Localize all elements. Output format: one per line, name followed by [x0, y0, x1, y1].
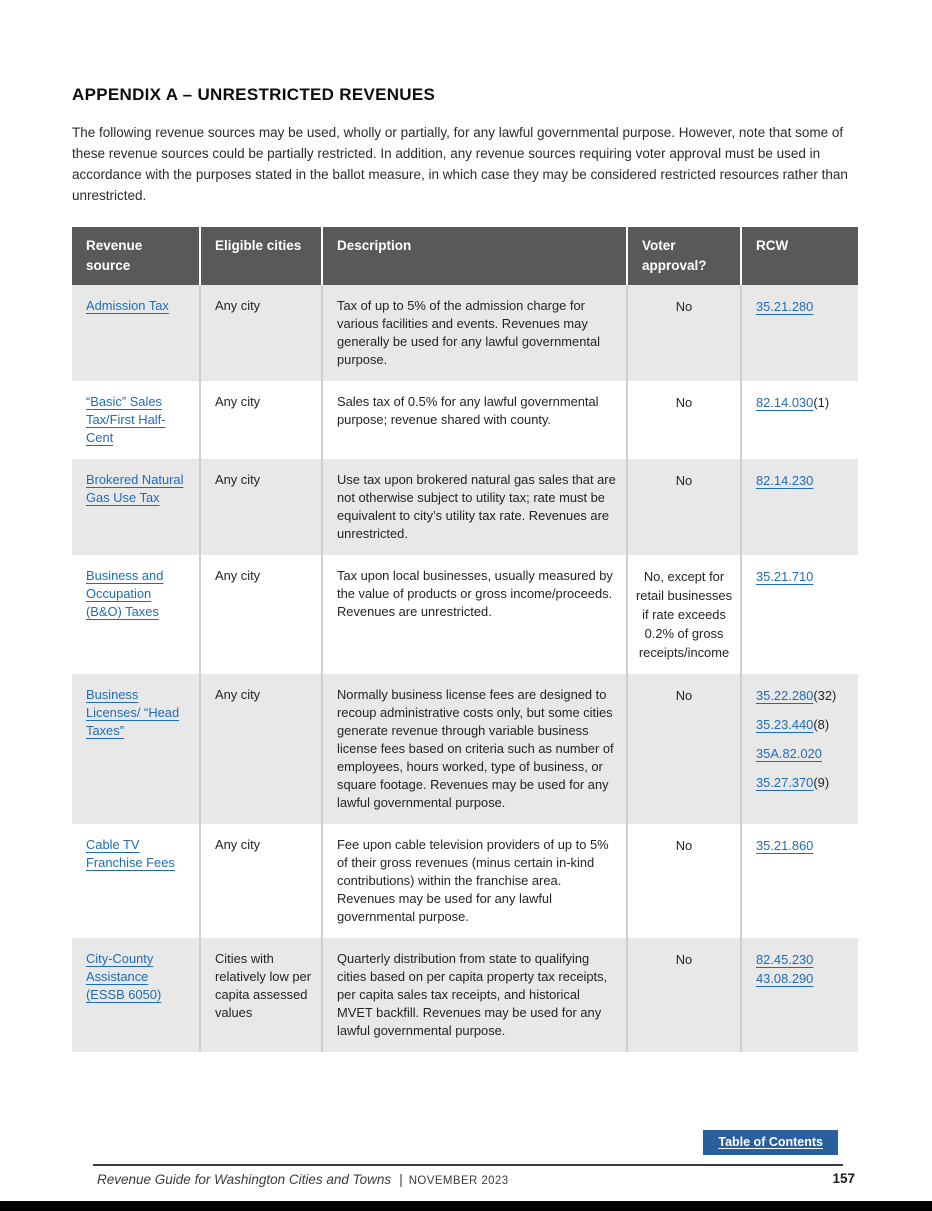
voter-approval-cell: No [628, 285, 742, 381]
revenue-source-link[interactable]: Business Licenses/ “Head Taxes” [86, 687, 180, 738]
col-header-rcw: RCW [756, 238, 789, 253]
unrestricted-revenues-table: Revenue source Eligible cities Descripti… [72, 227, 858, 1052]
page-title: APPENDIX A – UNRESTRICTED REVENUES [72, 85, 436, 104]
eligible-cities-cell: Cities with relatively low per capita as… [201, 938, 323, 1052]
voter-approval-cell: No, except for retail businesses if rate… [628, 555, 742, 674]
table-row: Business and Occupation (B&O) Taxes Any c… [72, 555, 858, 674]
revenue-source-link[interactable]: Admission Tax [86, 298, 169, 313]
revenue-source-link[interactable]: “Basic” Sales Tax/First Half-Cent [86, 394, 166, 445]
eligible-cities-cell: Any city [201, 824, 323, 938]
table-row: “Basic” Sales Tax/First Half-Cent Any cit… [72, 381, 858, 459]
voter-approval-cell: No [628, 938, 742, 1052]
rcw-entry: 35.21.280 [756, 297, 848, 316]
revenue-source-cell: Brokered Natural Gas Use Tax [72, 459, 201, 555]
footer-separator: | [399, 1172, 403, 1187]
eligible-cities-cell: Any city [201, 459, 323, 555]
description-cell: Fee upon cable television providers of u… [323, 824, 628, 938]
rcw-subsection: (32) [813, 688, 837, 703]
revenue-source-cell: Business Licenses/ “Head Taxes” [72, 674, 201, 824]
revenue-source-cell: Admission Tax [72, 285, 201, 381]
footer: Revenue Guide for Washington Cities and … [97, 1172, 857, 1187]
rcw-entry: 35A.82.020 [756, 744, 848, 763]
rcw-subsection: (8) [813, 717, 830, 732]
description-cell: Sales tax of 0.5% for any lawful governm… [323, 381, 628, 459]
page-bottom-bar [0, 1201, 932, 1211]
voter-approval-cell: No [628, 459, 742, 555]
rcw-link[interactable]: 43.08.290 [756, 971, 814, 986]
rcw-link[interactable]: 35.21.860 [756, 838, 814, 853]
rcw-entry: 35.22.280(32) [756, 686, 848, 705]
rcw-entry: 82.45.230 [756, 950, 848, 969]
revenue-source-cell: “Basic” Sales Tax/First Half-Cent [72, 381, 201, 459]
rcw-cell: 82.14.030(1) [742, 381, 858, 459]
description-cell: Tax upon local businesses, usually measu… [323, 555, 628, 674]
eligible-cities-cell: Any city [201, 674, 323, 824]
voter-approval-cell: No [628, 381, 742, 459]
col-header-eligible-cities: Eligible cities [201, 227, 323, 285]
rcw-cell: 35.21.860 [742, 824, 858, 938]
rcw-link[interactable]: 35.22.280 [756, 688, 814, 703]
voter-approval-cell: No [628, 824, 742, 938]
rcw-entry: 35.21.710 [756, 567, 848, 586]
description-cell: Quarterly distribution from state to qua… [323, 938, 628, 1052]
rcw-link[interactable]: 82.14.030 [756, 395, 814, 410]
table-row: City-County Assistance (ESSB 6050) Cities… [72, 938, 858, 1052]
revenue-source-link[interactable]: Cable TV Franchise Fees [86, 837, 175, 870]
rcw-cell: 35.22.280(32) 35.23.440(8) 35A.82.020 35.27… [742, 674, 858, 824]
revenue-source-cell: Business and Occupation (B&O) Taxes [72, 555, 201, 674]
rcw-link[interactable]: 82.45.230 [756, 952, 814, 967]
rcw-entry: 35.23.440(8) [756, 715, 848, 734]
page-number: 157 [832, 1171, 855, 1186]
rcw-entry: 43.08.290 [756, 969, 848, 988]
rcw-link[interactable]: 35.27.370 [756, 775, 814, 790]
description-cell: Normally business license fees are desig… [323, 674, 628, 824]
rcw-link[interactable]: 82.14.230 [756, 473, 814, 488]
revenue-source-link[interactable]: City-County Assistance (ESSB 6050) [86, 951, 162, 1002]
rcw-link[interactable]: 35.21.280 [756, 299, 814, 314]
rcw-cell: 82.14.230 [742, 459, 858, 555]
rcw-cell: 35.21.710 [742, 555, 858, 674]
rcw-entry: 35.27.370(9) [756, 773, 848, 792]
table-row: Admission Tax Any city Tax of up to 5% of … [72, 285, 858, 381]
col-header-description: Description [323, 227, 628, 285]
description-cell: Tax of up to 5% of the admission charge … [323, 285, 628, 381]
revenue-source-link[interactable]: Brokered Natural Gas Use Tax [86, 472, 184, 505]
voter-approval-cell: No [628, 674, 742, 824]
rcw-entry: 82.14.030(1) [756, 393, 848, 412]
revenue-source-link[interactable]: Business and Occupation (B&O) Taxes [86, 568, 164, 619]
rcw-link[interactable]: 35.23.440 [756, 717, 814, 732]
table-of-contents-button[interactable]: Table of Contents [703, 1130, 838, 1155]
rcw-link[interactable]: 35.21.710 [756, 569, 814, 584]
eligible-cities-cell: Any city [201, 555, 323, 674]
description-cell: Use tax upon brokered natural gas sales … [323, 459, 628, 555]
footer-rule [93, 1164, 843, 1166]
rcw-subsection: (9) [813, 775, 830, 790]
table-row: Brokered Natural Gas Use Tax Any city Use … [72, 459, 858, 555]
col-header-voter-approval: Voter approval? [628, 227, 742, 285]
revenue-source-cell: Cable TV Franchise Fees [72, 824, 201, 938]
rcw-entry: 82.14.230 [756, 471, 848, 490]
rcw-link[interactable]: 35A.82.020 [756, 746, 822, 761]
footer-doc-title: Revenue Guide for Washington Cities and … [97, 1172, 392, 1187]
table-row: Cable TV Franchise Fees Any city Fee upon … [72, 824, 858, 938]
col-header-revenue-source: Revenue source [72, 227, 201, 285]
rcw-cell: 35.21.280 [742, 285, 858, 381]
table-body: Admission Tax Any city Tax of up to 5% of … [72, 285, 858, 1052]
rcw-cell: 82.45.230 43.08.290 [742, 938, 858, 1052]
revenue-source-cell: City-County Assistance (ESSB 6050) [72, 938, 201, 1052]
table-header-row: Revenue source Eligible cities Descripti… [72, 227, 858, 285]
eligible-cities-cell: Any city [201, 381, 323, 459]
intro-paragraph: The following revenue sources may be use… [72, 125, 848, 203]
rcw-entry: 35.21.860 [756, 836, 848, 855]
footer-date: NOVEMBER 2023 [408, 1175, 509, 1187]
rcw-subsection: (1) [813, 395, 830, 410]
table-row: Business Licenses/ “Head Taxes” Any city N… [72, 674, 858, 824]
eligible-cities-cell: Any city [201, 285, 323, 381]
